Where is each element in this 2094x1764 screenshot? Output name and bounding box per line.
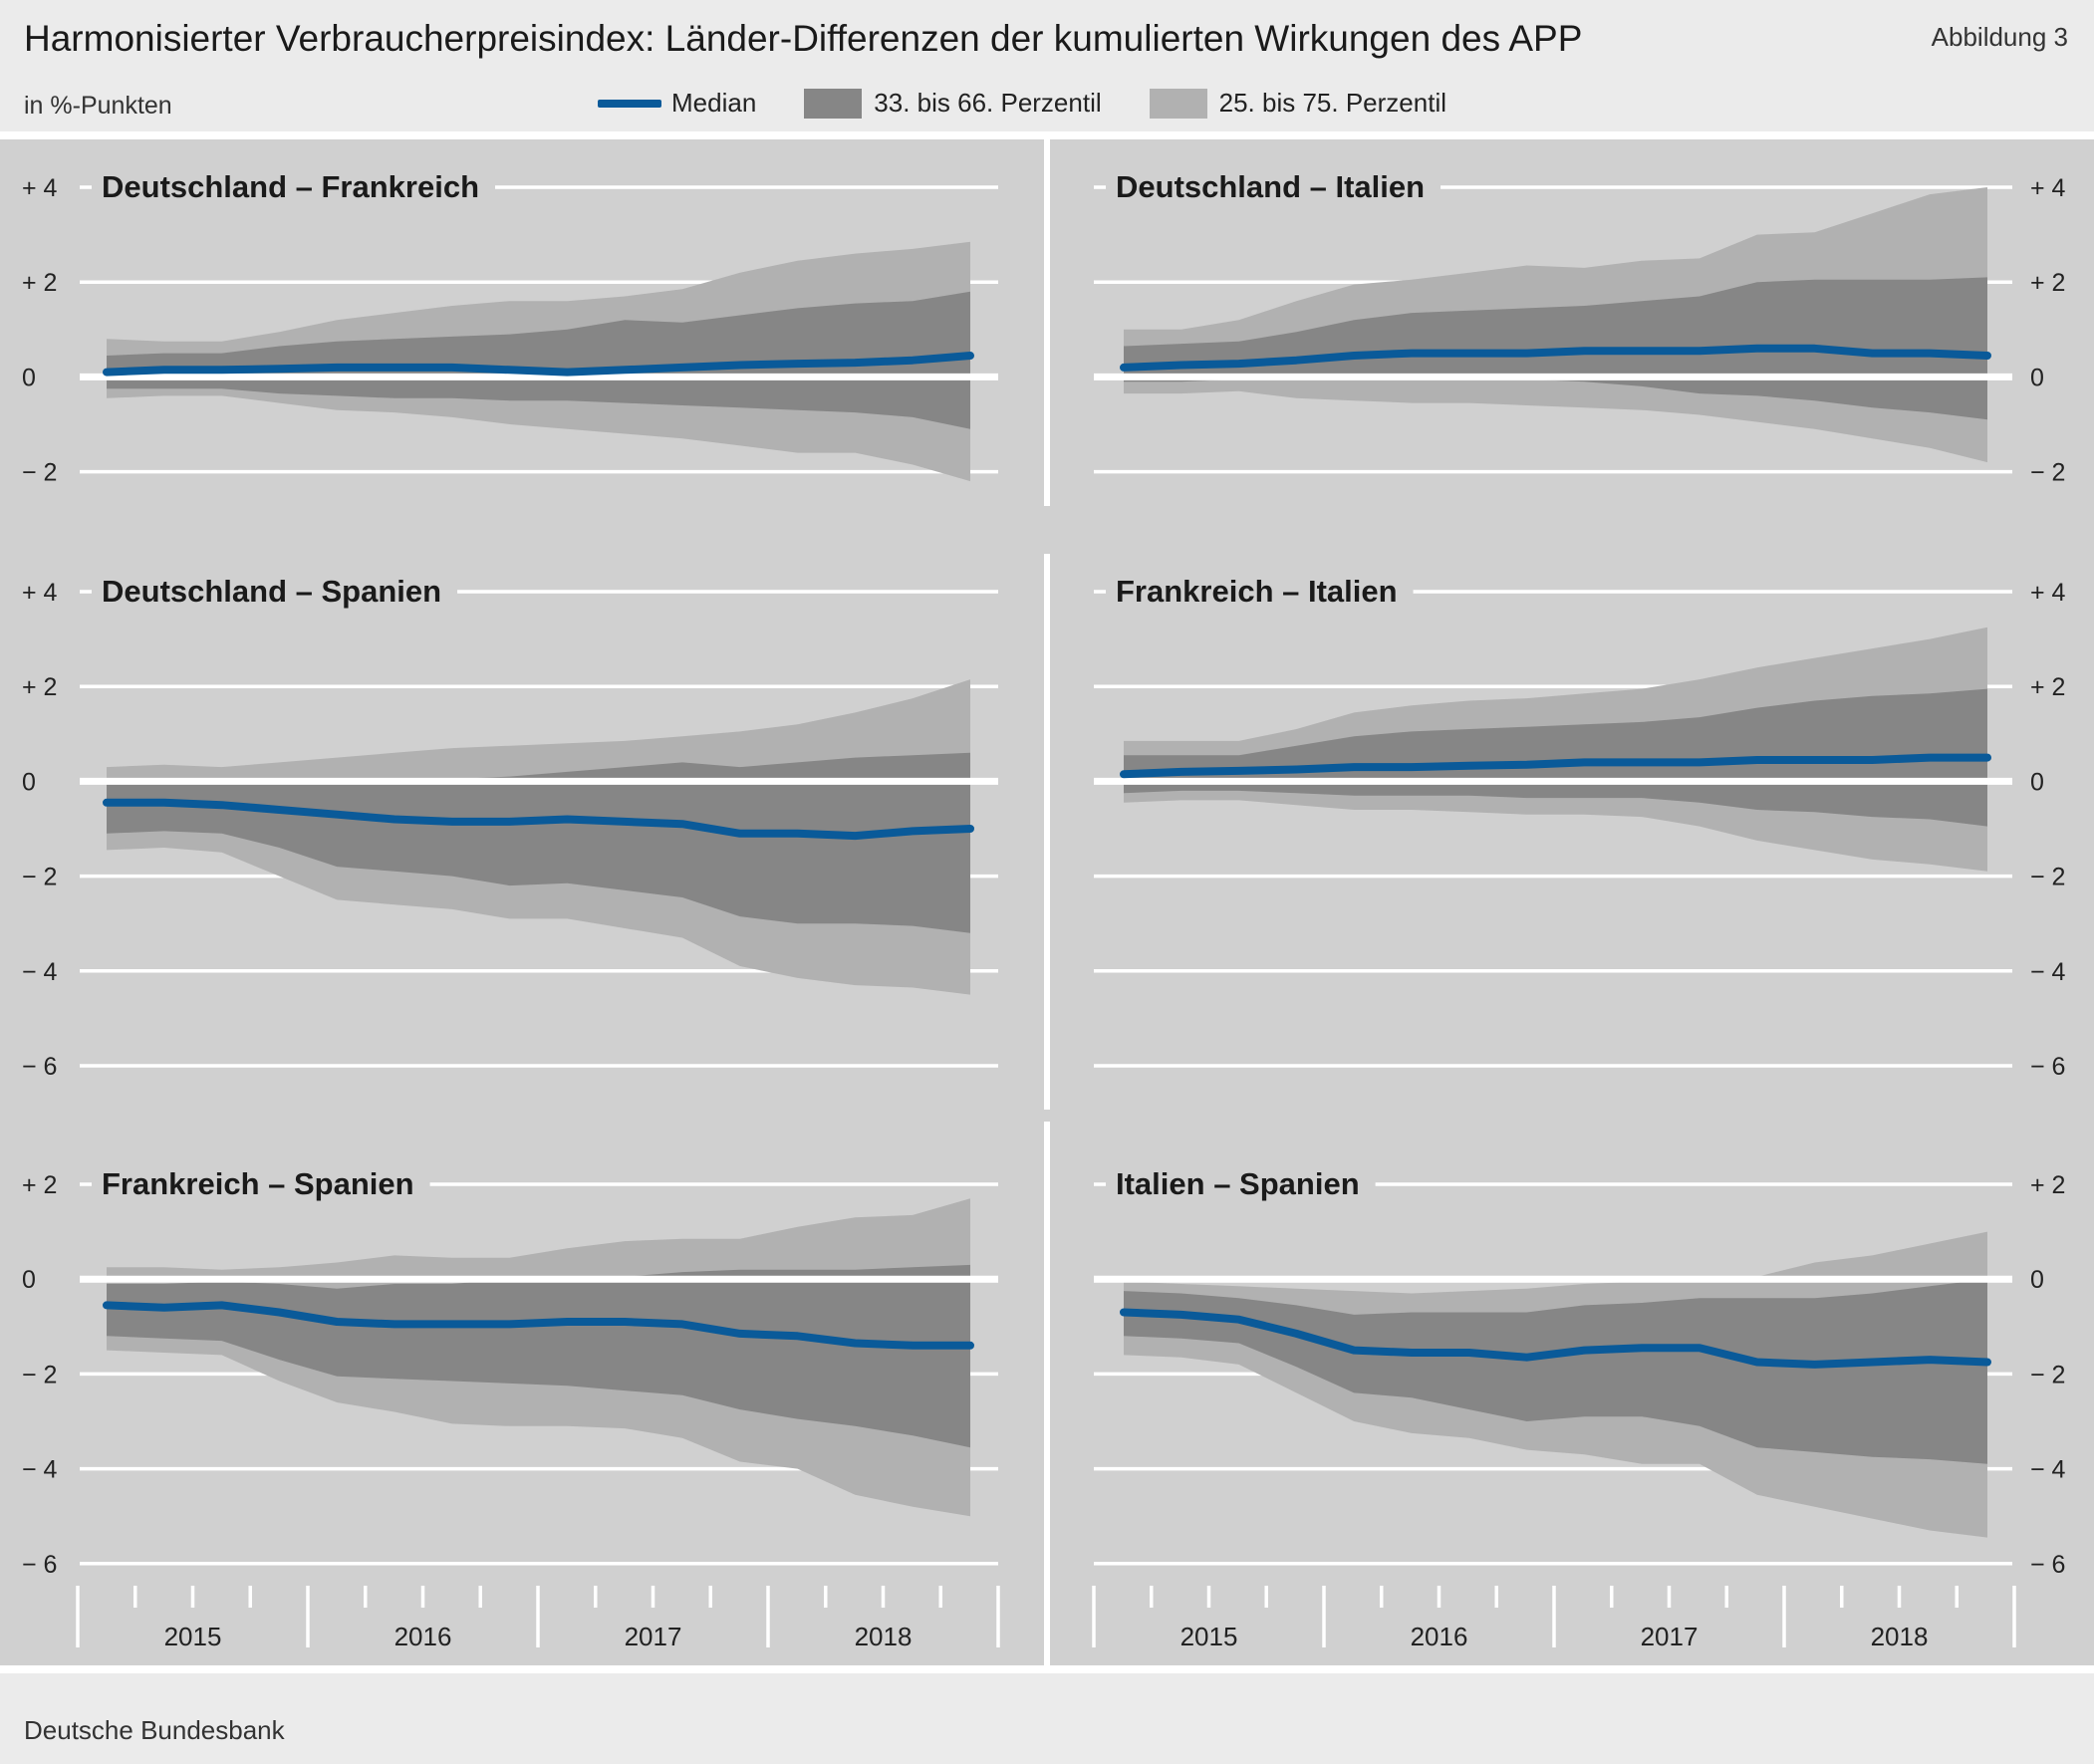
panel-title-background <box>92 574 458 610</box>
panel-title-background <box>92 1166 430 1202</box>
y-tick-label: 0 <box>2030 1266 2044 1294</box>
panel-title: Deutschland – Frankreich <box>102 169 479 204</box>
y-tick-label: − 2 <box>2030 459 2065 487</box>
chart-title: Harmonisierter Verbraucherpreisindex: Lä… <box>24 18 1583 59</box>
legend-outer-band: 25. bis 75. Perzentil <box>1149 88 1446 119</box>
x-year-label: 2018 <box>855 1622 913 1651</box>
y-tick-label: − 6 <box>2030 1053 2065 1081</box>
legend-inner-band-label: 33. bis 66. Perzentil <box>874 88 1102 118</box>
panel-2: + 4 + 2 0 − 2 Deutschland – Italien <box>1094 169 2066 487</box>
panel-6: + 2 0 − 2 − 4 − 6 Italien – Spanien <box>1094 1166 2066 1579</box>
panel-title: Deutschland – Spanien <box>102 574 441 609</box>
panel-title: Frankreich – Italien <box>1116 574 1398 609</box>
panel-title: Deutschland – Italien <box>1116 169 1425 204</box>
y-tick-label: − 4 <box>22 958 58 986</box>
legend-outer-band-swatch <box>1149 88 1207 119</box>
y-tick-label: + 4 <box>2030 579 2066 607</box>
median-line <box>103 1301 974 1350</box>
y-tick-label: − 6 <box>22 1053 57 1081</box>
panel-3: + 4 + 2 0 − 2 − 4 − 6 Deutschland – Spanien <box>22 574 998 1081</box>
panel-title: Frankreich – Spanien <box>102 1166 414 1201</box>
y-tick-label: − 6 <box>22 1551 57 1579</box>
y-tick-label: 0 <box>2030 364 2044 391</box>
y-tick-label: 0 <box>2030 768 2044 796</box>
y-tick-label: + 2 <box>22 269 57 297</box>
panel-title-background <box>92 169 496 205</box>
band-33-66 <box>1124 1279 1987 1464</box>
y-tick-label: 0 <box>22 364 36 391</box>
x-year-label: 2016 <box>1411 1622 1468 1651</box>
figure-label: Abbildung 3 <box>1931 22 2068 52</box>
y-tick-label: + 4 <box>22 174 58 202</box>
x-axis-1: 2015 2016 2017 2018 <box>76 1586 1000 1651</box>
panel-title-background <box>1106 574 1414 610</box>
y-tick-label: + 2 <box>2030 269 2065 297</box>
y-tick-label: − 2 <box>22 864 57 891</box>
median-line <box>1120 753 1991 779</box>
median-line <box>1120 1308 1991 1369</box>
x-year-label: 2016 <box>394 1622 452 1651</box>
x-year-label: 2017 <box>1641 1622 1699 1651</box>
bottom-separator <box>0 1665 2094 1673</box>
x-year-label: 2015 <box>1180 1622 1238 1651</box>
band-33-66 <box>107 291 970 429</box>
y-tick-label: + 4 <box>2030 174 2066 202</box>
y-tick-label: + 4 <box>22 579 58 607</box>
x-axis-2: 2015 2016 2017 2018 <box>1092 1586 2016 1651</box>
legend-median: Median <box>598 88 756 119</box>
footer-source: Deutsche Bundesbank <box>24 1715 285 1745</box>
band-33-66 <box>107 1264 970 1448</box>
y-tick-label: − 4 <box>2030 958 2066 986</box>
panel-4: + 4 + 2 0 − 2 − 4 − 6 Frankreich – Italien <box>1094 574 2066 1081</box>
y-tick-label: 0 <box>22 768 36 796</box>
median-line <box>103 798 974 841</box>
y-tick-label: + 2 <box>2030 673 2065 701</box>
band-33-66 <box>1124 688 1987 827</box>
median-line <box>1120 344 1991 372</box>
legend-median-swatch <box>598 99 661 108</box>
y-tick-label: − 4 <box>2030 1456 2066 1484</box>
y-tick-label: + 2 <box>22 673 57 701</box>
legend: Median 33. bis 66. Perzentil 25. bis 75.… <box>598 88 1494 119</box>
x-year-label: 2015 <box>164 1622 222 1651</box>
y-tick-label: − 4 <box>22 1456 58 1484</box>
legend-inner-band: 33. bis 66. Perzentil <box>804 88 1102 119</box>
panel-1: + 4 + 2 0 − 2 Deutschland – Frankreich <box>22 169 998 487</box>
column-divider <box>1044 139 1050 506</box>
y-tick-label: − 2 <box>2030 864 2065 891</box>
x-year-label: 2017 <box>625 1622 682 1651</box>
panel-title: Italien – Spanien <box>1116 1166 1360 1201</box>
panel-5: + 2 0 − 2 − 4 − 6 Frankreich – Spanien <box>22 1166 998 1579</box>
legend-outer-band-label: 25. bis 75. Perzentil <box>1218 88 1446 118</box>
y-tick-label: 0 <box>22 1266 36 1294</box>
median-line <box>103 352 974 377</box>
y-tick-label: − 2 <box>22 459 57 487</box>
y-tick-label: − 2 <box>2030 1361 2065 1388</box>
panel-title-background <box>1106 169 1441 205</box>
y-tick-label: + 2 <box>22 1171 57 1199</box>
x-year-label: 2018 <box>1871 1622 1929 1651</box>
top-separator <box>0 131 2094 139</box>
panel-title-background <box>1106 1166 1376 1202</box>
y-tick-label: + 2 <box>2030 1171 2065 1199</box>
column-divider <box>1044 1122 1050 1665</box>
legend-median-label: Median <box>671 88 757 118</box>
column-divider <box>1044 554 1050 1110</box>
band-33-66 <box>107 752 970 933</box>
y-tick-label: − 2 <box>22 1361 57 1388</box>
unit-label: in %-Punkten <box>24 92 172 120</box>
y-tick-label: − 6 <box>2030 1551 2065 1579</box>
legend-inner-band-swatch <box>804 88 863 119</box>
